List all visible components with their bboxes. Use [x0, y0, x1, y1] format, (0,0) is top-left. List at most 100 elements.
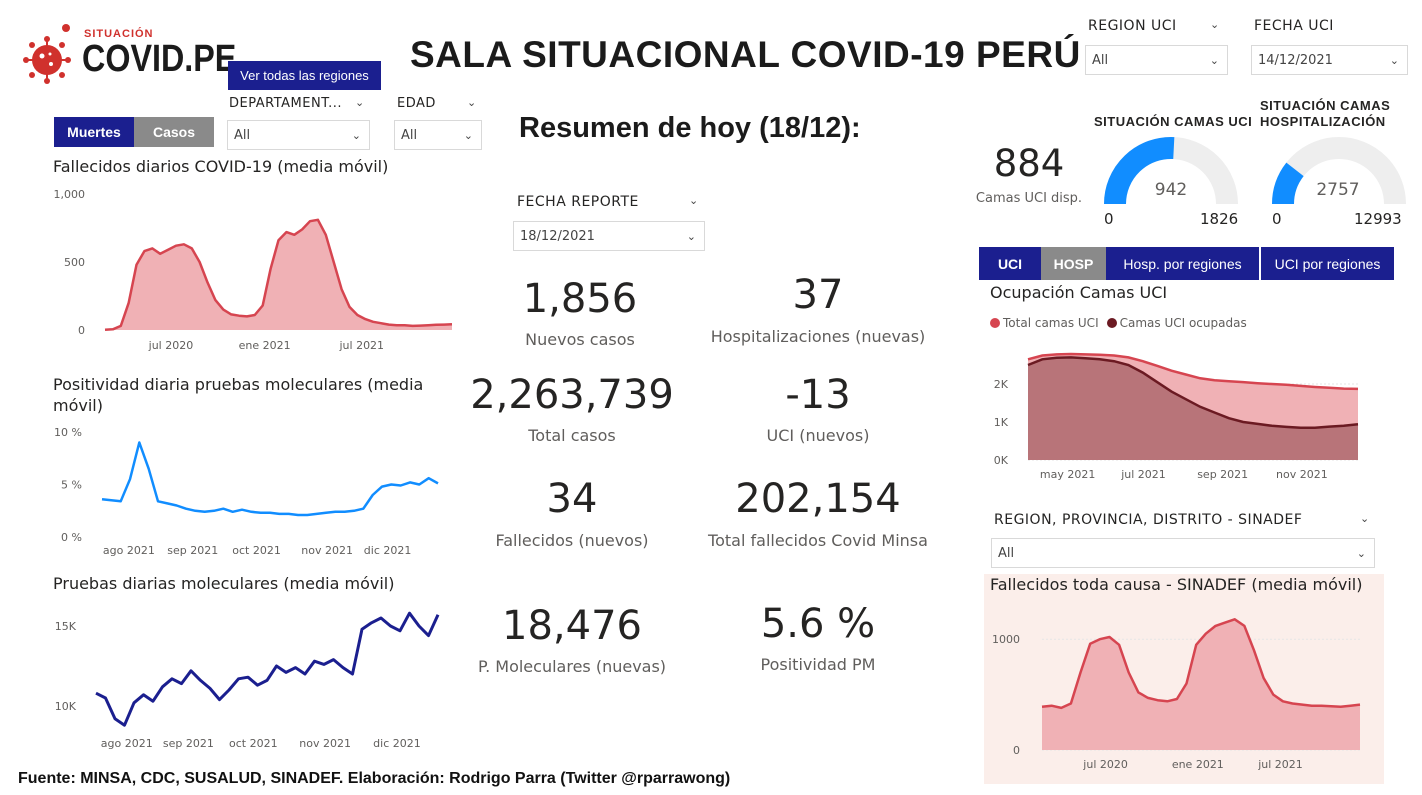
chevron-down-icon: ⌄ [351, 128, 361, 142]
edad-dropdown[interactable]: All ⌄ [394, 120, 482, 150]
series-line [104, 218, 453, 331]
y-tick-label: 0 % [61, 531, 82, 544]
tests-chart-title: Pruebas diarias moleculares (media móvil… [53, 574, 395, 593]
series-line [1041, 618, 1361, 710]
chevron-down-icon[interactable]: ⌄ [689, 194, 699, 207]
area-fill [1028, 357, 1358, 460]
x-tick-label: jul 2021 [1257, 758, 1303, 771]
tab-cases[interactable]: Casos [134, 117, 214, 147]
fecha-reporte-dropdown[interactable]: 18/12/2021 ⌄ [513, 221, 705, 251]
x-tick-label: jul 2021 [338, 339, 384, 352]
tab-uci[interactable]: UCI [979, 247, 1041, 280]
x-tick-label: nov 2021 [299, 737, 351, 750]
sinadef-chart: 1000 0 jul 2020 ene 2021 jul 2021 [992, 618, 1361, 771]
tab-uci-regions[interactable]: UCI por regiones [1261, 247, 1394, 280]
series-line [1027, 356, 1359, 429]
legend-marker-occupied [1106, 318, 1117, 328]
x-tick-label: dic 2021 [373, 737, 421, 750]
x-tick-label: may 2021 [1040, 468, 1095, 481]
x-tick-label: nov 2021 [301, 544, 353, 557]
y-tick-label: 10K [55, 700, 77, 713]
tests-chart: 15K 10K ago 2021 sep 2021 oct 2021 nov 2021 di… [55, 611, 440, 750]
gauge-uci-value: 942 [1154, 180, 1188, 200]
tab-deaths[interactable]: Muertes [54, 117, 134, 147]
y-tick-label: 15K [55, 620, 77, 633]
positivity-chart: 10 % 5 % 0 % ago 2021 sep 2021 oct 2021 nov 20… [54, 426, 439, 557]
chevron-down-icon: ⌄ [686, 229, 696, 243]
gauge-uci-title: SITUACIÓN CAMAS UCI [1094, 114, 1253, 129]
kpi-total-cases-label: Total casos [528, 426, 616, 445]
kpi-positivity-label: Positividad PM [760, 655, 876, 674]
y-tick-label: 5 % [61, 479, 82, 492]
kpi-pm-value: 18,476 [502, 603, 642, 649]
chevron-down-icon[interactable]: ⌄ [467, 96, 477, 109]
x-tick-label: sep 2021 [163, 737, 214, 750]
x-tick-label: sep 2021 [1197, 468, 1248, 481]
x-tick-label: jul 2020 [148, 339, 194, 352]
series-line [101, 441, 439, 517]
kpi-deaths-value: 34 [546, 476, 598, 522]
kpi-hosp-value: 37 [792, 272, 844, 318]
y-tick-label: 0K [994, 454, 1009, 467]
y-tick-label: 1,000 [54, 188, 86, 201]
fecha-uci-dropdown[interactable]: 14/12/2021 ⌄ [1251, 45, 1408, 75]
kpi-total-deaths-label: Total fallecidos Covid Minsa [708, 531, 928, 550]
footer-source: Fuente: MINSA, CDC, SUSALUD, SINADEF. El… [18, 770, 731, 787]
departamento-dropdown[interactable]: All ⌄ [227, 120, 370, 150]
region-uci-label: REGION UCI [1088, 18, 1177, 34]
gauge-uci-min: 0 [1104, 210, 1114, 228]
fecha-uci-value: 14/12/2021 [1258, 52, 1333, 68]
area-fill [105, 219, 452, 330]
gauge-hosp-min: 0 [1272, 210, 1282, 228]
gauge-hosp-title-2: HOSPITALIZACIÓN [1260, 114, 1386, 129]
gauge-fill [1272, 162, 1304, 205]
fecha-reporte-label: FECHA REPORTE [517, 194, 639, 210]
chevron-down-icon: ⌄ [1209, 53, 1219, 67]
x-tick-label: oct 2021 [229, 737, 278, 750]
chevron-down-icon[interactable]: ⌄ [1360, 512, 1370, 525]
sinadef-dropdown[interactable]: All ⌄ [991, 538, 1375, 568]
logo-main-text: COVID.PE [82, 38, 237, 80]
kpi-pm-label: P. Moleculares (nuevas) [477, 657, 667, 676]
page-title: SALA SITUACIONAL COVID-19 PERÚ [410, 34, 1081, 75]
chevron-down-icon: ⌄ [1356, 546, 1366, 560]
tab-hosp-regions[interactable]: Hosp. por regiones [1106, 247, 1260, 280]
kpi-uci-value: -13 [785, 372, 851, 418]
y-tick-label: 500 [64, 256, 85, 269]
all-regions-button[interactable]: Ver todas las regiones [228, 61, 381, 90]
chevron-down-icon[interactable]: ⌄ [1210, 18, 1220, 31]
legend-occupied-label: Camas UCI ocupadas [1119, 316, 1247, 330]
gauge-hosp-value: 2757 [1316, 180, 1360, 200]
kpi-deaths-label: Fallecidos (nuevos) [495, 531, 649, 550]
x-tick-label: ago 2021 [103, 544, 155, 557]
series-line [1027, 352, 1359, 391]
logo: SITUACIÓN COVID.PE [20, 18, 236, 90]
departamento-value: All [234, 127, 251, 143]
kpi-new-cases-value: 1,856 [522, 276, 638, 322]
kpi-hosp-label: Hospitalizaciones (nuevas) [710, 327, 926, 346]
region-uci-value: All [1092, 52, 1109, 68]
sinadef-value: All [998, 545, 1015, 561]
x-tick-label: dic 2021 [364, 544, 412, 557]
edad-value: All [401, 127, 418, 143]
uci-available-label: Camas UCI disp. [975, 191, 1083, 206]
y-tick-label: 1K [994, 416, 1009, 429]
legend-total-label: Total camas UCI [1003, 316, 1099, 330]
kpi-total-cases-value: 2,263,739 [470, 372, 674, 418]
positivity-chart-title: Positividad diaria pruebas moleculares (… [53, 375, 424, 415]
chevron-down-icon[interactable]: ⌄ [355, 96, 365, 109]
chevron-down-icon: ⌄ [1389, 53, 1399, 67]
departamento-slicer-label: DEPARTAMENT... [229, 96, 342, 111]
tab-hosp[interactable]: HOSP [1041, 247, 1106, 280]
x-tick-label: nov 2021 [1276, 468, 1328, 481]
y-tick-label: 0 [78, 324, 85, 337]
uci-legend: Total camas UCI Camas UCI ocupadas [990, 316, 1247, 330]
y-tick-label: 0 [1013, 744, 1020, 757]
gauge-uci-max: 1826 [1200, 210, 1239, 228]
y-tick-label: 1000 [992, 633, 1020, 646]
y-tick-label: 10 % [54, 426, 82, 439]
x-tick-label: jul 2021 [1120, 468, 1166, 481]
region-uci-dropdown[interactable]: All ⌄ [1085, 45, 1228, 75]
x-tick-label: sep 2021 [167, 544, 218, 557]
gauge-hosp-max: 12993 [1354, 210, 1402, 228]
